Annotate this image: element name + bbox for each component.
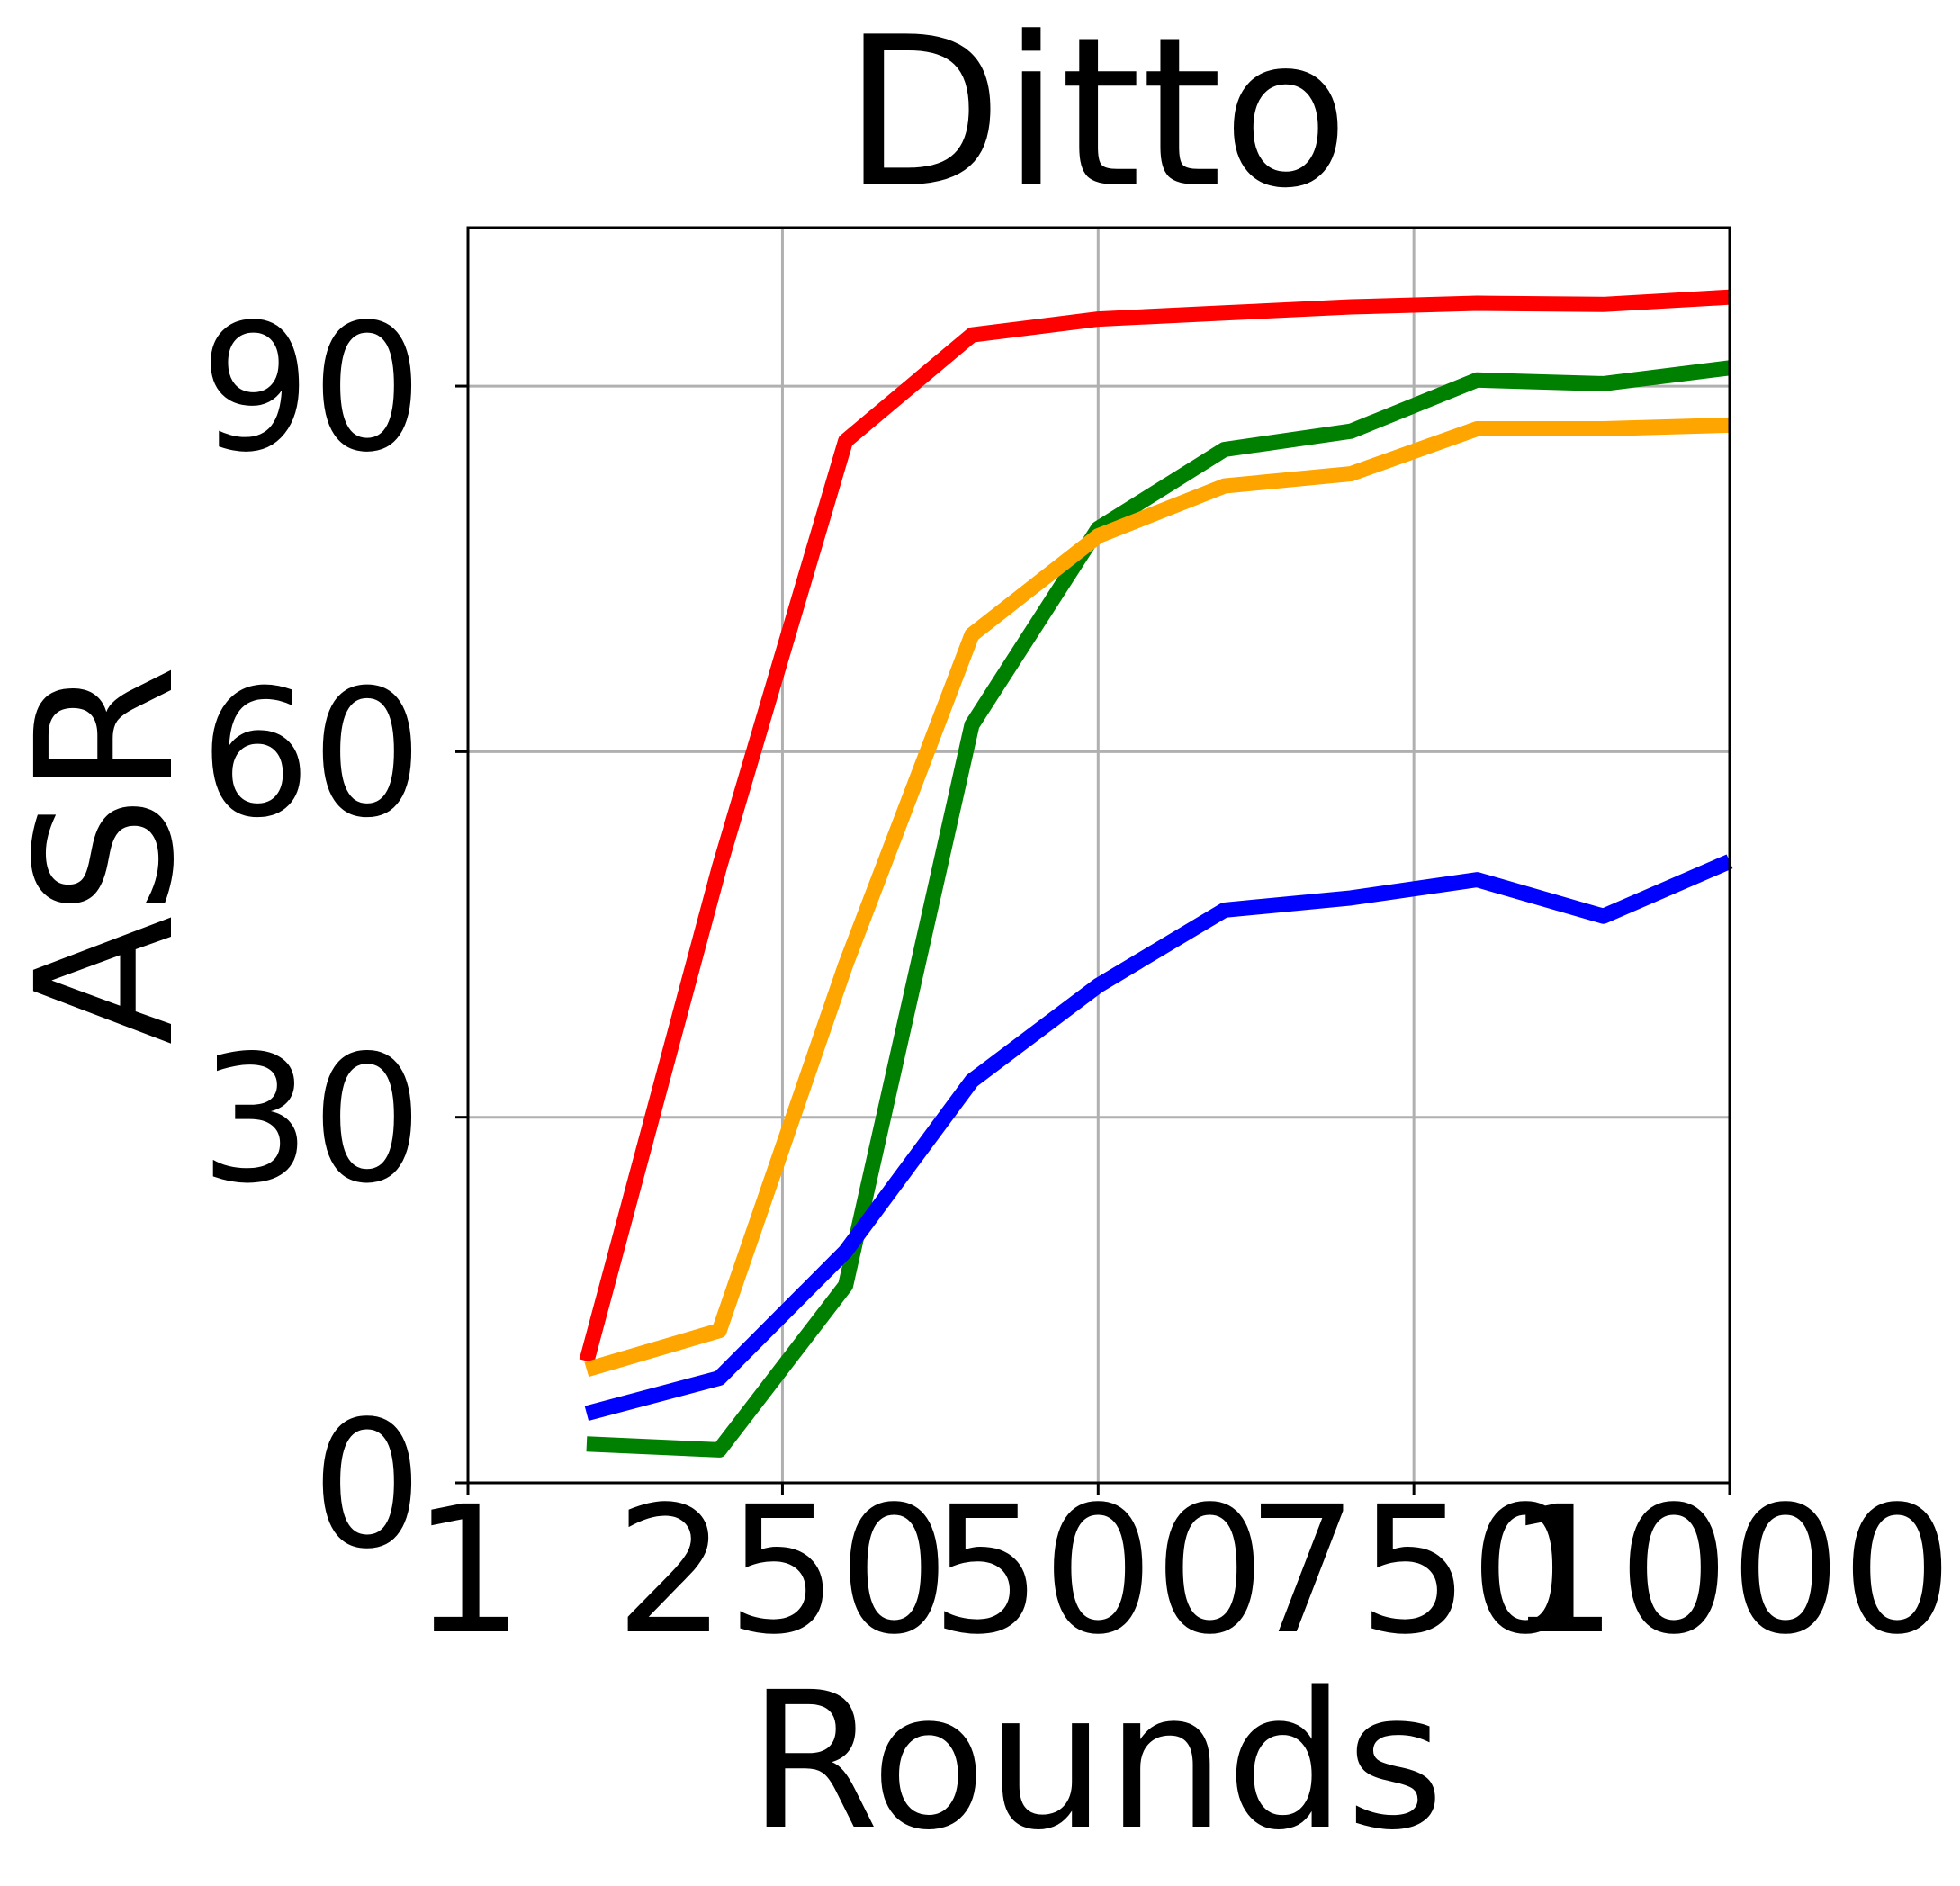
x-tick-label: 750 (1246, 1468, 1581, 1673)
y-tick-label: 60 (200, 651, 423, 856)
x-tick-label: 500 (931, 1468, 1265, 1673)
y-axis-label: ASR (0, 665, 216, 1046)
y-tick-label: 90 (200, 286, 423, 490)
chart-title: Ditto (843, 0, 1349, 234)
x-tick-label: 1000 (1506, 1468, 1953, 1673)
grid-lines (466, 228, 1731, 1485)
series-line-1 (579, 289, 1731, 1363)
x-tick-label: 250 (615, 1468, 949, 1673)
series-line-2 (586, 360, 1731, 1458)
y-tick-label: 30 (200, 1018, 423, 1222)
series-line-4 (584, 854, 1733, 1422)
y-tick-label: 0 (311, 1383, 423, 1587)
series-line-3 (584, 417, 1731, 1378)
x-axis-label: Rounds (748, 1651, 1444, 1872)
series-lines (579, 289, 1733, 1458)
x-tick-label: 1 (412, 1468, 524, 1673)
